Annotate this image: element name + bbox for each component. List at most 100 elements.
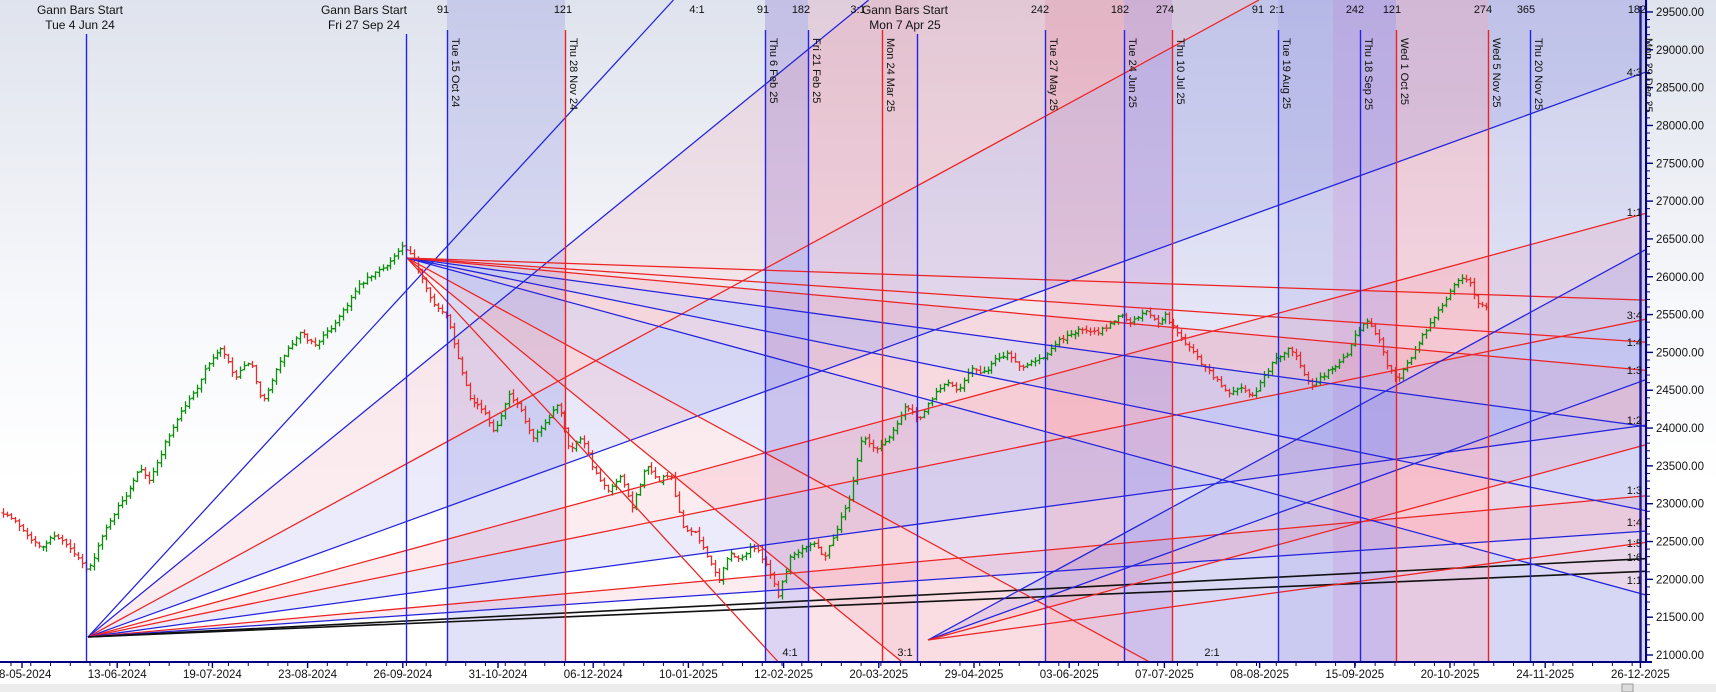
gann-wedge [407, 258, 1645, 662]
gann-fan-line-2-1[interactable] [927, 249, 1646, 641]
ohlc-bar [713, 559, 718, 577]
ohlc-bar [56, 533, 61, 540]
gann-start-title: Gann Bars Start [321, 3, 408, 17]
gann-fan-line-3-1[interactable] [87, 0, 870, 638]
gann-fan-line-1-4[interactable] [87, 530, 1646, 638]
gann-fan-line-1-2[interactable] [927, 541, 1646, 641]
ohlc-bar [582, 435, 587, 449]
ohlc-bar [396, 248, 401, 260]
ohlc-bar [1183, 333, 1188, 346]
ohlc-bar [1456, 278, 1461, 288]
ohlc-bar [88, 563, 93, 571]
ohlc-bar [1057, 336, 1062, 348]
ohlc-bar [1076, 326, 1081, 337]
gann-fan-line-2-1[interactable] [87, 0, 1260, 638]
ohlc-bar [792, 551, 797, 560]
ohlc-bar [958, 383, 963, 392]
ohlc-bar [954, 382, 959, 393]
ohlc-bar [685, 525, 690, 533]
gann-fan-line-1-8[interactable] [406, 257, 1646, 301]
ohlc-bar [282, 354, 287, 367]
ohlc-bar [800, 544, 805, 558]
x-axis-tick-label: 03-06-2025 [1040, 669, 1099, 681]
ohlc-bar [298, 331, 303, 344]
ohlc-bar [452, 322, 457, 349]
ohlc-bar [1021, 364, 1026, 371]
bar-count-label: 2:1 [1269, 4, 1284, 16]
ohlc-bar [1385, 350, 1390, 370]
ohlc-bar [1424, 328, 1429, 339]
ohlc-bar [993, 354, 998, 367]
gann-fan-line-1-2[interactable] [87, 424, 1646, 638]
date-band [1124, 0, 1172, 662]
gann-fan-line-3-4[interactable] [406, 257, 1646, 512]
gann-fan-line-1-1[interactable] [406, 257, 1646, 596]
gann-fan-line-2-1[interactable] [406, 257, 1150, 663]
ohlc-bar [895, 420, 900, 435]
x-axis-tick-label: 20-10-2025 [1421, 669, 1480, 681]
ohlc-bar [1061, 335, 1066, 344]
y-axis-tick-label: 29500.00 [1656, 7, 1704, 19]
bar-count-label: 91 [1252, 4, 1264, 16]
gann-start-date: Mon 7 Apr 25 [869, 18, 941, 32]
ohlc-bar [942, 383, 947, 392]
y-axis-tick-label: 27000.00 [1656, 196, 1704, 208]
ohlc-bar [1254, 387, 1259, 398]
ohlc-bar [507, 390, 512, 408]
gann-angle-label: 1:1 [1627, 575, 1642, 587]
gann-fan-line-3-4[interactable] [87, 318, 1646, 638]
gann-fan-line-1-3[interactable] [87, 495, 1646, 638]
ohlc-bar [1148, 307, 1153, 319]
y-axis-tick-label: 29000.00 [1656, 45, 1704, 57]
gann-fan-line-1-3[interactable] [406, 257, 1646, 371]
gann-fan-line-1-2[interactable] [406, 257, 1646, 427]
gann-fan-line-4-1[interactable] [87, 0, 674, 638]
ohlc-bar [1243, 385, 1248, 393]
ohlc-bar [1112, 320, 1117, 326]
gann-date-lines[interactable] [85, 6, 1642, 662]
ohlc-bar [1432, 316, 1437, 328]
ohlc-bar [33, 536, 38, 547]
gann-fan-line-1-1[interactable] [927, 444, 1646, 641]
gann-fan-line-1-1[interactable] [87, 212, 1646, 638]
gann-fan-line-4-3[interactable] [87, 71, 1646, 638]
date-line-label: Tue 27 May 25 [1047, 38, 1059, 111]
corner-widget[interactable] [1621, 683, 1634, 692]
ohlc-bar [234, 369, 239, 380]
gann-fan-lines[interactable] [87, 0, 1646, 663]
ohlc-bar [183, 401, 188, 414]
gann-angle-label: 4:1 [782, 647, 797, 659]
ohlc-bar [1298, 351, 1303, 369]
ohlc-bar [1247, 388, 1252, 398]
y-axis-tick-label: 27500.00 [1656, 158, 1704, 170]
ohlc-bar [68, 539, 73, 553]
ohlc-bar [997, 352, 1002, 362]
ohlc-bar [222, 345, 227, 359]
ohlc-bar [1401, 367, 1406, 381]
gann-fan-line-1-5[interactable] [87, 557, 1646, 638]
date-line-label: Thu 18 Sep 25 [1362, 38, 1374, 110]
bar-count-label: 91 [757, 4, 769, 16]
ohlc-bar [732, 552, 737, 558]
ohlc-bar [246, 362, 251, 367]
ohlc-bar [1330, 366, 1335, 375]
ohlc-bar [349, 295, 354, 311]
ohlc-bar [120, 496, 125, 509]
ohlc-bar [440, 304, 445, 315]
ohlc-bar [317, 339, 322, 350]
ohlc-bar [428, 287, 433, 303]
ohlc-bar [491, 419, 496, 433]
gann-fan-line-1-4[interactable] [406, 257, 1646, 343]
gann-fan-line-3-1[interactable] [406, 257, 903, 663]
ohlc-bar [1302, 364, 1307, 377]
gann-fan-line-4-3[interactable] [927, 379, 1646, 641]
ohlc-bar [179, 407, 184, 422]
ohlc-bar [1219, 376, 1224, 388]
gann-fan-line-1-6[interactable] [87, 570, 1646, 638]
ohlc-bar [238, 366, 243, 379]
ohlc-bar [337, 314, 342, 327]
gann-fan-line-4-1[interactable] [406, 257, 779, 663]
